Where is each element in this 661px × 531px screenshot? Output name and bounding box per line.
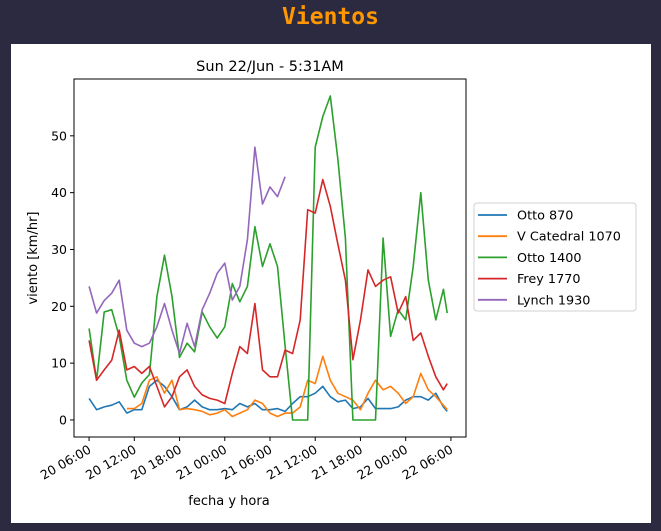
- series-line-1: [126, 355, 448, 418]
- legend-box: [473, 202, 637, 312]
- x-tick-label: 20 18:00: [128, 442, 184, 483]
- legend-label: Lynch 1930: [517, 293, 590, 308]
- series-line-4: [88, 146, 286, 355]
- series-line-3: [88, 178, 448, 408]
- x-tick-label: 21 12:00: [264, 442, 320, 483]
- x-tick-label: 22 06:00: [400, 442, 456, 483]
- x-tick-label: 22 00:00: [354, 442, 410, 483]
- y-tick-label: 50: [51, 128, 67, 143]
- x-tick-label: 21 00:00: [173, 442, 229, 483]
- chart-title: Sun 22/Jun - 5:31AM: [196, 59, 344, 75]
- x-axis-label: fecha y hora: [188, 494, 269, 509]
- x-tick-label: 20 06:00: [38, 442, 94, 483]
- y-tick-label: 0: [59, 412, 67, 427]
- x-tick-label: 20 12:00: [83, 442, 139, 483]
- legend-label: Otto 870: [517, 209, 573, 224]
- series-line-2: [88, 95, 448, 421]
- legend-label: Frey 1770: [517, 272, 581, 287]
- legend: Otto 870 V Catedral 1070 Otto 1400 Frey 177…: [473, 202, 637, 312]
- series-line-0: [88, 379, 448, 414]
- legend-label: Otto 1400: [517, 251, 582, 266]
- y-tick-label: 30: [51, 242, 67, 257]
- page-header: Vientos: [282, 4, 379, 30]
- x-tick-label: 21 18:00: [309, 442, 365, 483]
- y-tick-label: 40: [51, 185, 67, 200]
- legend-label: V Catedral 1070: [517, 230, 621, 245]
- x-tick-label: 21 06:00: [219, 442, 275, 483]
- y-tick-label: 10: [51, 356, 67, 371]
- y-tick-label: 20: [51, 299, 67, 314]
- plot-frame: [73, 78, 467, 438]
- y-axis-label: viento [km/hr]: [26, 211, 41, 304]
